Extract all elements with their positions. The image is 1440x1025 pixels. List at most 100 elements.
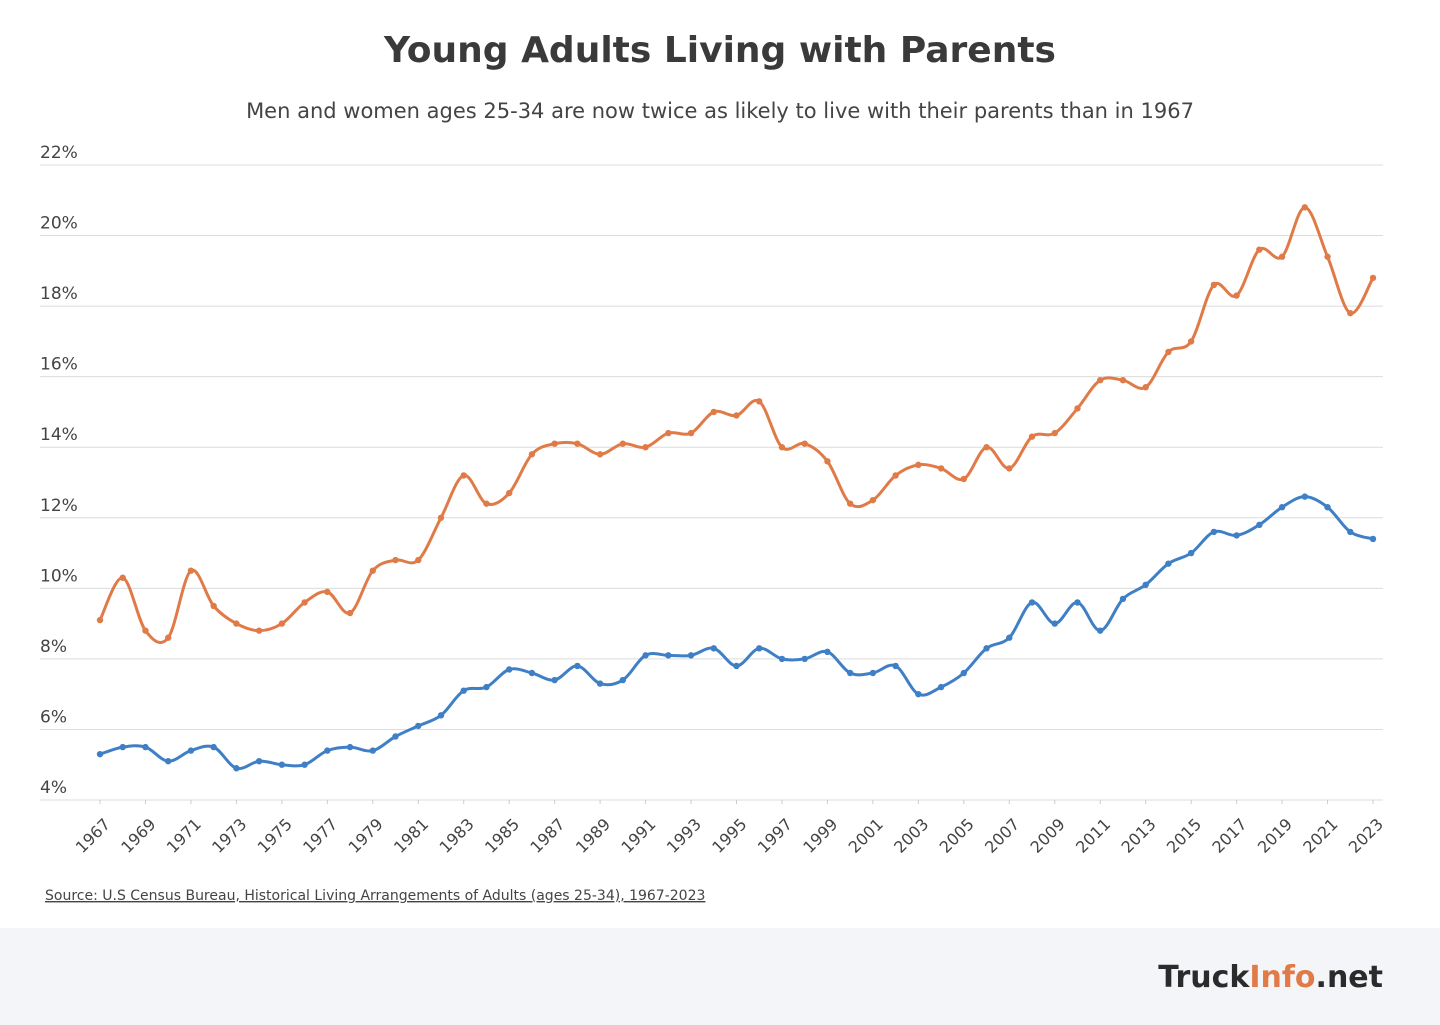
x-tick-label: 2001: [845, 815, 887, 857]
data-point: [801, 655, 808, 663]
data-point: [505, 489, 513, 497]
data-point: [937, 683, 945, 691]
data-point: [824, 648, 831, 656]
data-point: [301, 599, 308, 606]
x-tick-label: 1999: [799, 815, 841, 857]
data-point: [1028, 599, 1036, 606]
data-point: [1051, 429, 1058, 437]
data-point: [915, 461, 922, 469]
series-line: [99, 495, 1374, 771]
data-point: [278, 761, 286, 768]
x-tick-label: 1979: [345, 815, 387, 857]
data-point: [460, 472, 467, 479]
data-point: [119, 743, 126, 751]
data-point: [437, 514, 445, 521]
data-point: [1006, 465, 1013, 472]
x-tick-label: 2017: [1208, 815, 1250, 857]
data-point: [210, 743, 217, 751]
data-point: [483, 683, 490, 691]
data-point: [483, 500, 490, 507]
data-point: [1369, 274, 1377, 282]
x-tick-label: 1973: [208, 815, 250, 857]
y-tick-label: 4%: [40, 778, 67, 798]
data-point: [1119, 595, 1127, 603]
source-link[interactable]: Source: U.S Census Bureau, Historical Li…: [45, 888, 705, 904]
data-point: [255, 757, 263, 765]
data-point: [960, 669, 968, 677]
chart-title: Young Adults Living with Parents: [383, 30, 1056, 71]
x-tick-label: 1987: [526, 815, 568, 857]
data-point: [596, 451, 604, 458]
chart-subtitle: Men and women ages 25-34 are now twice a…: [246, 99, 1194, 123]
y-tick-label: 14%: [40, 425, 78, 445]
data-point: [1233, 532, 1240, 539]
data-point: [1278, 503, 1286, 511]
data-point: [756, 398, 763, 405]
data-point: [1006, 634, 1013, 641]
data-point: [824, 458, 831, 465]
data-point: [733, 412, 740, 419]
y-tick-label: 18%: [40, 284, 78, 304]
data-point: [1233, 292, 1240, 299]
data-point: [1074, 599, 1081, 606]
data-point: [937, 465, 945, 472]
data-point: [119, 574, 126, 581]
data-point: [642, 444, 649, 451]
data-point: [551, 440, 558, 447]
x-tick-label: 1989: [572, 815, 614, 857]
data-point: [233, 620, 240, 627]
data-point: [687, 429, 695, 437]
data-point: [778, 444, 786, 451]
x-tick-label: 1971: [163, 815, 205, 857]
data-point: [96, 616, 104, 624]
data-point: [392, 556, 399, 564]
data-point: [1097, 627, 1104, 634]
data-point: [1074, 405, 1081, 412]
data-point: [619, 440, 627, 447]
data-point: [1301, 204, 1309, 211]
data-point: [415, 556, 422, 564]
y-tick-label: 16%: [40, 355, 78, 375]
data-point: [187, 747, 195, 754]
footer-band: [0, 928, 1440, 1025]
data-point: [346, 609, 354, 617]
data-point: [801, 440, 808, 447]
x-tick-label: 2023: [1345, 815, 1387, 857]
data-point: [892, 472, 899, 479]
logo-part: .net: [1316, 960, 1383, 995]
data-point: [528, 451, 536, 458]
data-point: [665, 429, 672, 437]
data-point: [324, 588, 331, 596]
data-point: [1142, 581, 1149, 589]
data-point: [574, 440, 581, 447]
data-point: [460, 687, 467, 694]
data-point: [1051, 620, 1058, 627]
data-point: [983, 444, 990, 451]
data-point: [710, 645, 717, 652]
series-line: [98, 205, 1375, 645]
x-tick-label: 1967: [72, 815, 114, 857]
data-point: [1256, 246, 1263, 253]
logo-part: Truck: [1158, 960, 1250, 995]
data-point: [915, 690, 922, 698]
data-point: [301, 761, 308, 768]
x-tick-label: 2009: [1027, 815, 1069, 857]
data-point: [187, 567, 195, 574]
data-point: [142, 627, 149, 634]
data-point: [1165, 560, 1172, 567]
data-point: [528, 669, 536, 677]
data-point: [1347, 528, 1354, 536]
plot-area: 4%6%8%10%12%14%16%18%20%22%1967 1969 1971 1…: [40, 143, 1387, 857]
y-tick-label: 8%: [40, 637, 67, 657]
data-point: [233, 765, 240, 772]
data-point: [210, 602, 217, 610]
x-tick-label: 1991: [617, 815, 659, 857]
data-point: [687, 652, 695, 659]
data-point: [369, 567, 376, 574]
data-point: [596, 680, 604, 687]
x-tick-label: 2003: [890, 815, 932, 857]
y-tick-label: 6%: [40, 707, 67, 727]
x-tick-label: 2005: [936, 815, 978, 857]
data-point: [255, 627, 263, 634]
